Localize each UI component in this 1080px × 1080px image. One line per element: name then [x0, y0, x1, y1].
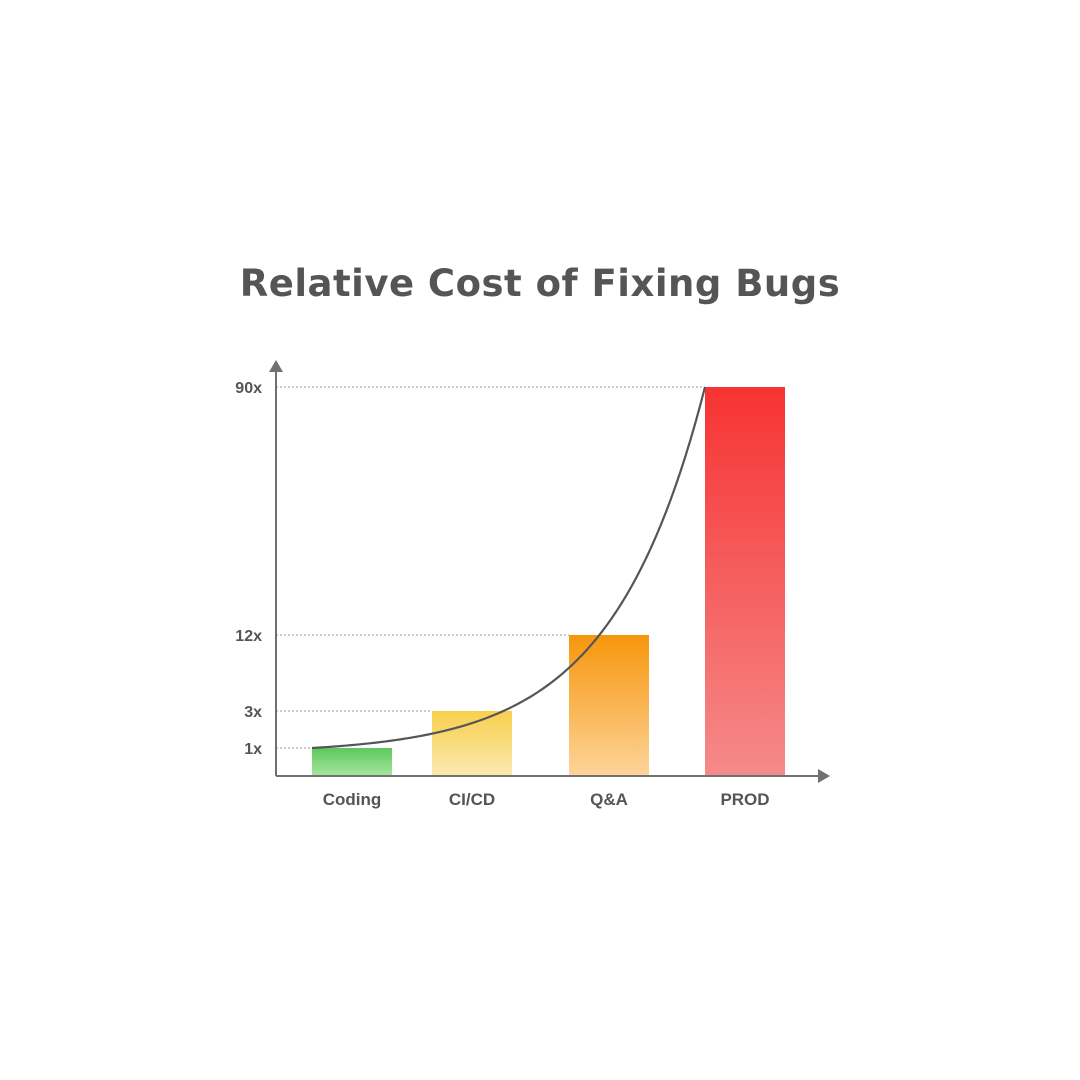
y-tick-label: 1x — [244, 741, 262, 758]
bar-prod — [705, 387, 785, 776]
y-axis-arrow — [269, 360, 283, 372]
x-tick-label: PROD — [720, 790, 769, 809]
bars — [312, 387, 785, 776]
bar-q-a — [569, 635, 649, 776]
y-tick-label: 90x — [235, 380, 262, 397]
y-tick-label: 3x — [244, 704, 262, 721]
trend-curve — [311, 386, 707, 750]
chart-title: Relative Cost of Fixing Bugs — [239, 262, 841, 305]
grid-lines — [276, 386, 705, 749]
x-tick-label: CI/CD — [449, 790, 495, 809]
y-tick-label: 12x — [235, 628, 262, 645]
bar-ci-cd — [432, 711, 512, 776]
axes — [269, 360, 830, 783]
trend-curve-group — [311, 386, 707, 750]
tick-labels: 1x 3x 12x 90x Coding CI/CD Q&A PROD — [235, 380, 769, 809]
x-tick-label: Q&A — [590, 790, 628, 809]
x-tick-label: Coding — [323, 790, 382, 809]
x-axis-arrow — [818, 769, 830, 783]
bar-coding — [312, 748, 392, 776]
